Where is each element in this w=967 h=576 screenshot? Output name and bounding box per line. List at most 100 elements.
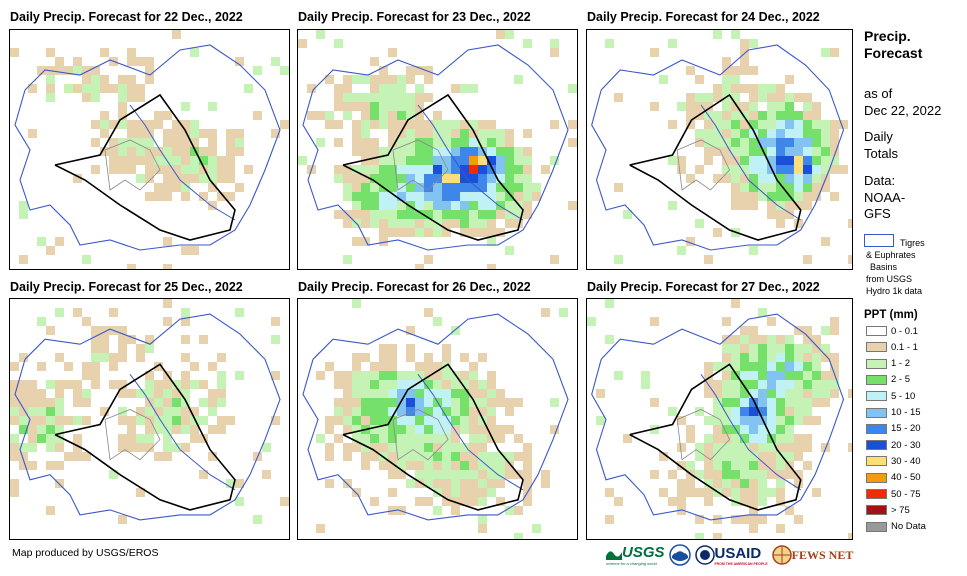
legend-label: 0.1 - 1	[891, 341, 918, 353]
panel-title-5: Daily Precip. Forecast for 26 Dec., 2022	[298, 280, 531, 294]
fewsnet-text: FEWS NET	[791, 547, 854, 562]
river-line	[129, 374, 236, 491]
fewsnet-logo: FEWS NET	[771, 545, 854, 565]
credit-text: Map produced by USGS/EROS	[12, 547, 159, 559]
legend-item: 0 - 0.1	[866, 325, 918, 337]
basin-line5: Hydro 1k data	[866, 286, 923, 296]
legend-title: PPT (mm)	[864, 309, 918, 321]
legend-label: 5 - 10	[891, 390, 916, 402]
river-line	[700, 104, 801, 221]
legend-swatch	[866, 326, 887, 336]
province-boundary	[392, 409, 449, 461]
province-boundary	[676, 409, 730, 461]
sidebar-data-line2: NOAA-	[864, 189, 906, 205]
province-boundary	[676, 139, 730, 191]
legend-item: 20 - 30	[866, 439, 921, 451]
map-svg-1	[10, 30, 289, 269]
country-border	[629, 93, 802, 241]
legend-item: No Data	[866, 521, 926, 533]
legend-label: No Data	[891, 521, 926, 533]
basin-legend-text: Tigres & Euphrates Basins from USGS Hydr…	[866, 237, 966, 297]
legend-swatch	[866, 521, 887, 532]
river-line	[417, 104, 524, 221]
map-svg-5	[302, 299, 569, 539]
sidebar-asof-line1: as of	[864, 86, 893, 101]
basin-boundary	[302, 313, 569, 521]
sidebar-asof: as of Dec 22, 2022	[864, 86, 941, 119]
legend-label: 40 - 50	[891, 472, 921, 484]
legend-label: 10 - 15	[891, 407, 921, 418]
panel-title-6: Daily Precip. Forecast for 27 Dec., 2022	[587, 280, 820, 294]
basin-legend-swatch	[864, 234, 894, 247]
panel-title-1: Daily Precip. Forecast for 22 Dec., 2022	[10, 10, 243, 24]
legend-item: 0.1 - 1	[866, 341, 918, 353]
legend-label: 1 - 2	[891, 358, 911, 370]
basin-line4: from USGS	[866, 274, 913, 284]
logo-strip: USGS science for a changing world USAID …	[606, 540, 856, 570]
precip-field	[605, 30, 852, 264]
legend-swatch	[866, 358, 887, 369]
legend-swatch	[866, 489, 887, 499]
sidebar-daily: Daily Totals	[864, 129, 898, 162]
sidebar-title-line1: Precip.	[864, 28, 911, 44]
map-panel-5	[297, 298, 578, 540]
legend-label: 50 - 75	[891, 488, 921, 500]
sidebar-title: Precip. Forecast	[864, 28, 922, 62]
map-svg-6	[587, 299, 852, 539]
legend-swatch	[866, 472, 887, 483]
legend-item: 50 - 75	[866, 488, 921, 500]
legend-item: > 75	[866, 504, 910, 516]
map-panel-1	[9, 29, 290, 270]
usgs-wave-icon	[606, 550, 622, 560]
basin-boundary	[591, 313, 845, 521]
legend-swatch	[866, 391, 887, 402]
legend-item: 15 - 20	[866, 423, 921, 435]
legend-item: 5 - 10	[866, 390, 915, 402]
fewsnet-globe-icon	[771, 545, 792, 565]
sidebar-daily-line1: Daily	[864, 129, 893, 144]
usgs-logo-text: USGS	[622, 544, 665, 561]
panel-title-3: Daily Precip. Forecast for 24 Dec., 2022	[587, 10, 820, 24]
noaa-logo	[668, 544, 691, 566]
usaid-text: USAID	[714, 544, 762, 562]
legend-label: 20 - 30	[891, 439, 921, 451]
legend-item: 40 - 50	[866, 472, 921, 484]
map-svg-4	[10, 299, 289, 524]
legend-label: 0 - 0.1	[891, 325, 918, 337]
basin-boundary	[591, 44, 845, 251]
sidebar-data-source: Data: NOAA- GFS	[864, 173, 905, 223]
legend-swatch	[866, 440, 887, 451]
legend-swatch	[866, 407, 887, 418]
usgs-logo: USGS science for a changing world	[606, 544, 665, 566]
legend-label: 30 - 40	[891, 455, 921, 467]
precip-field	[316, 299, 568, 539]
country-border	[629, 363, 802, 511]
panel-title-4: Daily Precip. Forecast for 25 Dec., 2022	[10, 280, 243, 294]
legend-swatch	[866, 342, 887, 353]
province-boundary	[392, 139, 449, 191]
legend-label: > 75	[891, 504, 910, 516]
map-panel-6	[586, 298, 853, 540]
panel-title-2: Daily Precip. Forecast for 23 Dec., 2022	[298, 10, 531, 24]
legend-label: 15 - 20	[891, 423, 921, 435]
usgs-tagline: science for a changing world	[606, 561, 657, 566]
province-boundary	[104, 409, 161, 461]
sidebar-asof-line2: Dec 22, 2022	[864, 102, 942, 118]
legend-label: 2 - 5	[891, 374, 911, 386]
country-border	[54, 93, 236, 241]
legend-swatch	[866, 505, 887, 516]
sidebar-data-line1: Data:	[864, 173, 896, 188]
basin-line1: Tigres	[900, 238, 925, 248]
legend-swatch	[866, 374, 887, 385]
basin-boundary	[302, 44, 569, 251]
precip-field	[10, 299, 289, 524]
map-svg-3	[591, 30, 852, 264]
basin-line3: Basins	[870, 262, 898, 272]
legend-swatch	[866, 456, 887, 467]
river-line	[700, 374, 801, 491]
river-line	[417, 374, 524, 491]
legend-item: 1 - 2	[866, 358, 910, 370]
basin-boundary	[14, 313, 281, 521]
map-panel-2	[297, 29, 578, 270]
usaid-tagline: FROM THE AMERICAN PEOPLE	[714, 561, 768, 566]
